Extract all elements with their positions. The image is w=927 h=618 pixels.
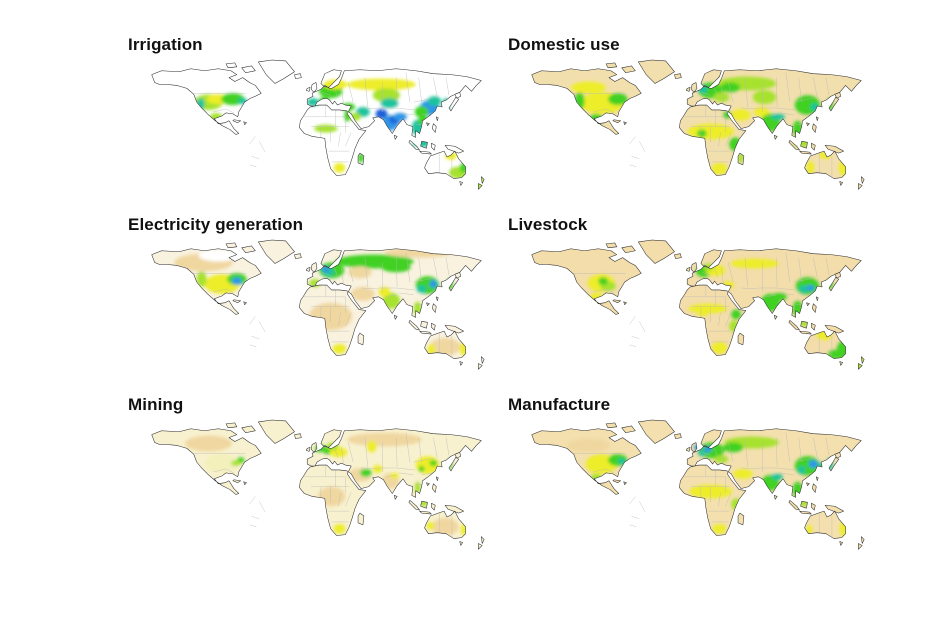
panel-electricity-generation: Electricity generation xyxy=(126,214,502,387)
panel-title-electricity-generation: Electricity generation xyxy=(128,215,304,234)
panel-title-manufacture: Manufacture xyxy=(508,395,611,414)
world-map-electricity-generation xyxy=(140,238,492,387)
world-map-livestock xyxy=(520,238,872,387)
panel-title-domestic-use: Domestic use xyxy=(508,35,620,54)
panel-livestock: Livestock xyxy=(506,214,882,387)
panel-irrigation: Irrigation xyxy=(126,34,502,207)
world-map-mining xyxy=(140,418,492,567)
world-map-manufacture xyxy=(520,418,872,567)
world-map-irrigation xyxy=(140,58,492,207)
world-map-domestic-use xyxy=(520,58,872,207)
panel-mining: Mining xyxy=(126,394,502,567)
panel-manufacture: Manufacture xyxy=(506,394,882,567)
panel-domestic-use: Domestic use xyxy=(506,34,882,207)
panel-title-mining: Mining xyxy=(128,395,184,414)
panel-title-livestock: Livestock xyxy=(508,215,588,234)
panel-title-irrigation: Irrigation xyxy=(128,35,203,54)
